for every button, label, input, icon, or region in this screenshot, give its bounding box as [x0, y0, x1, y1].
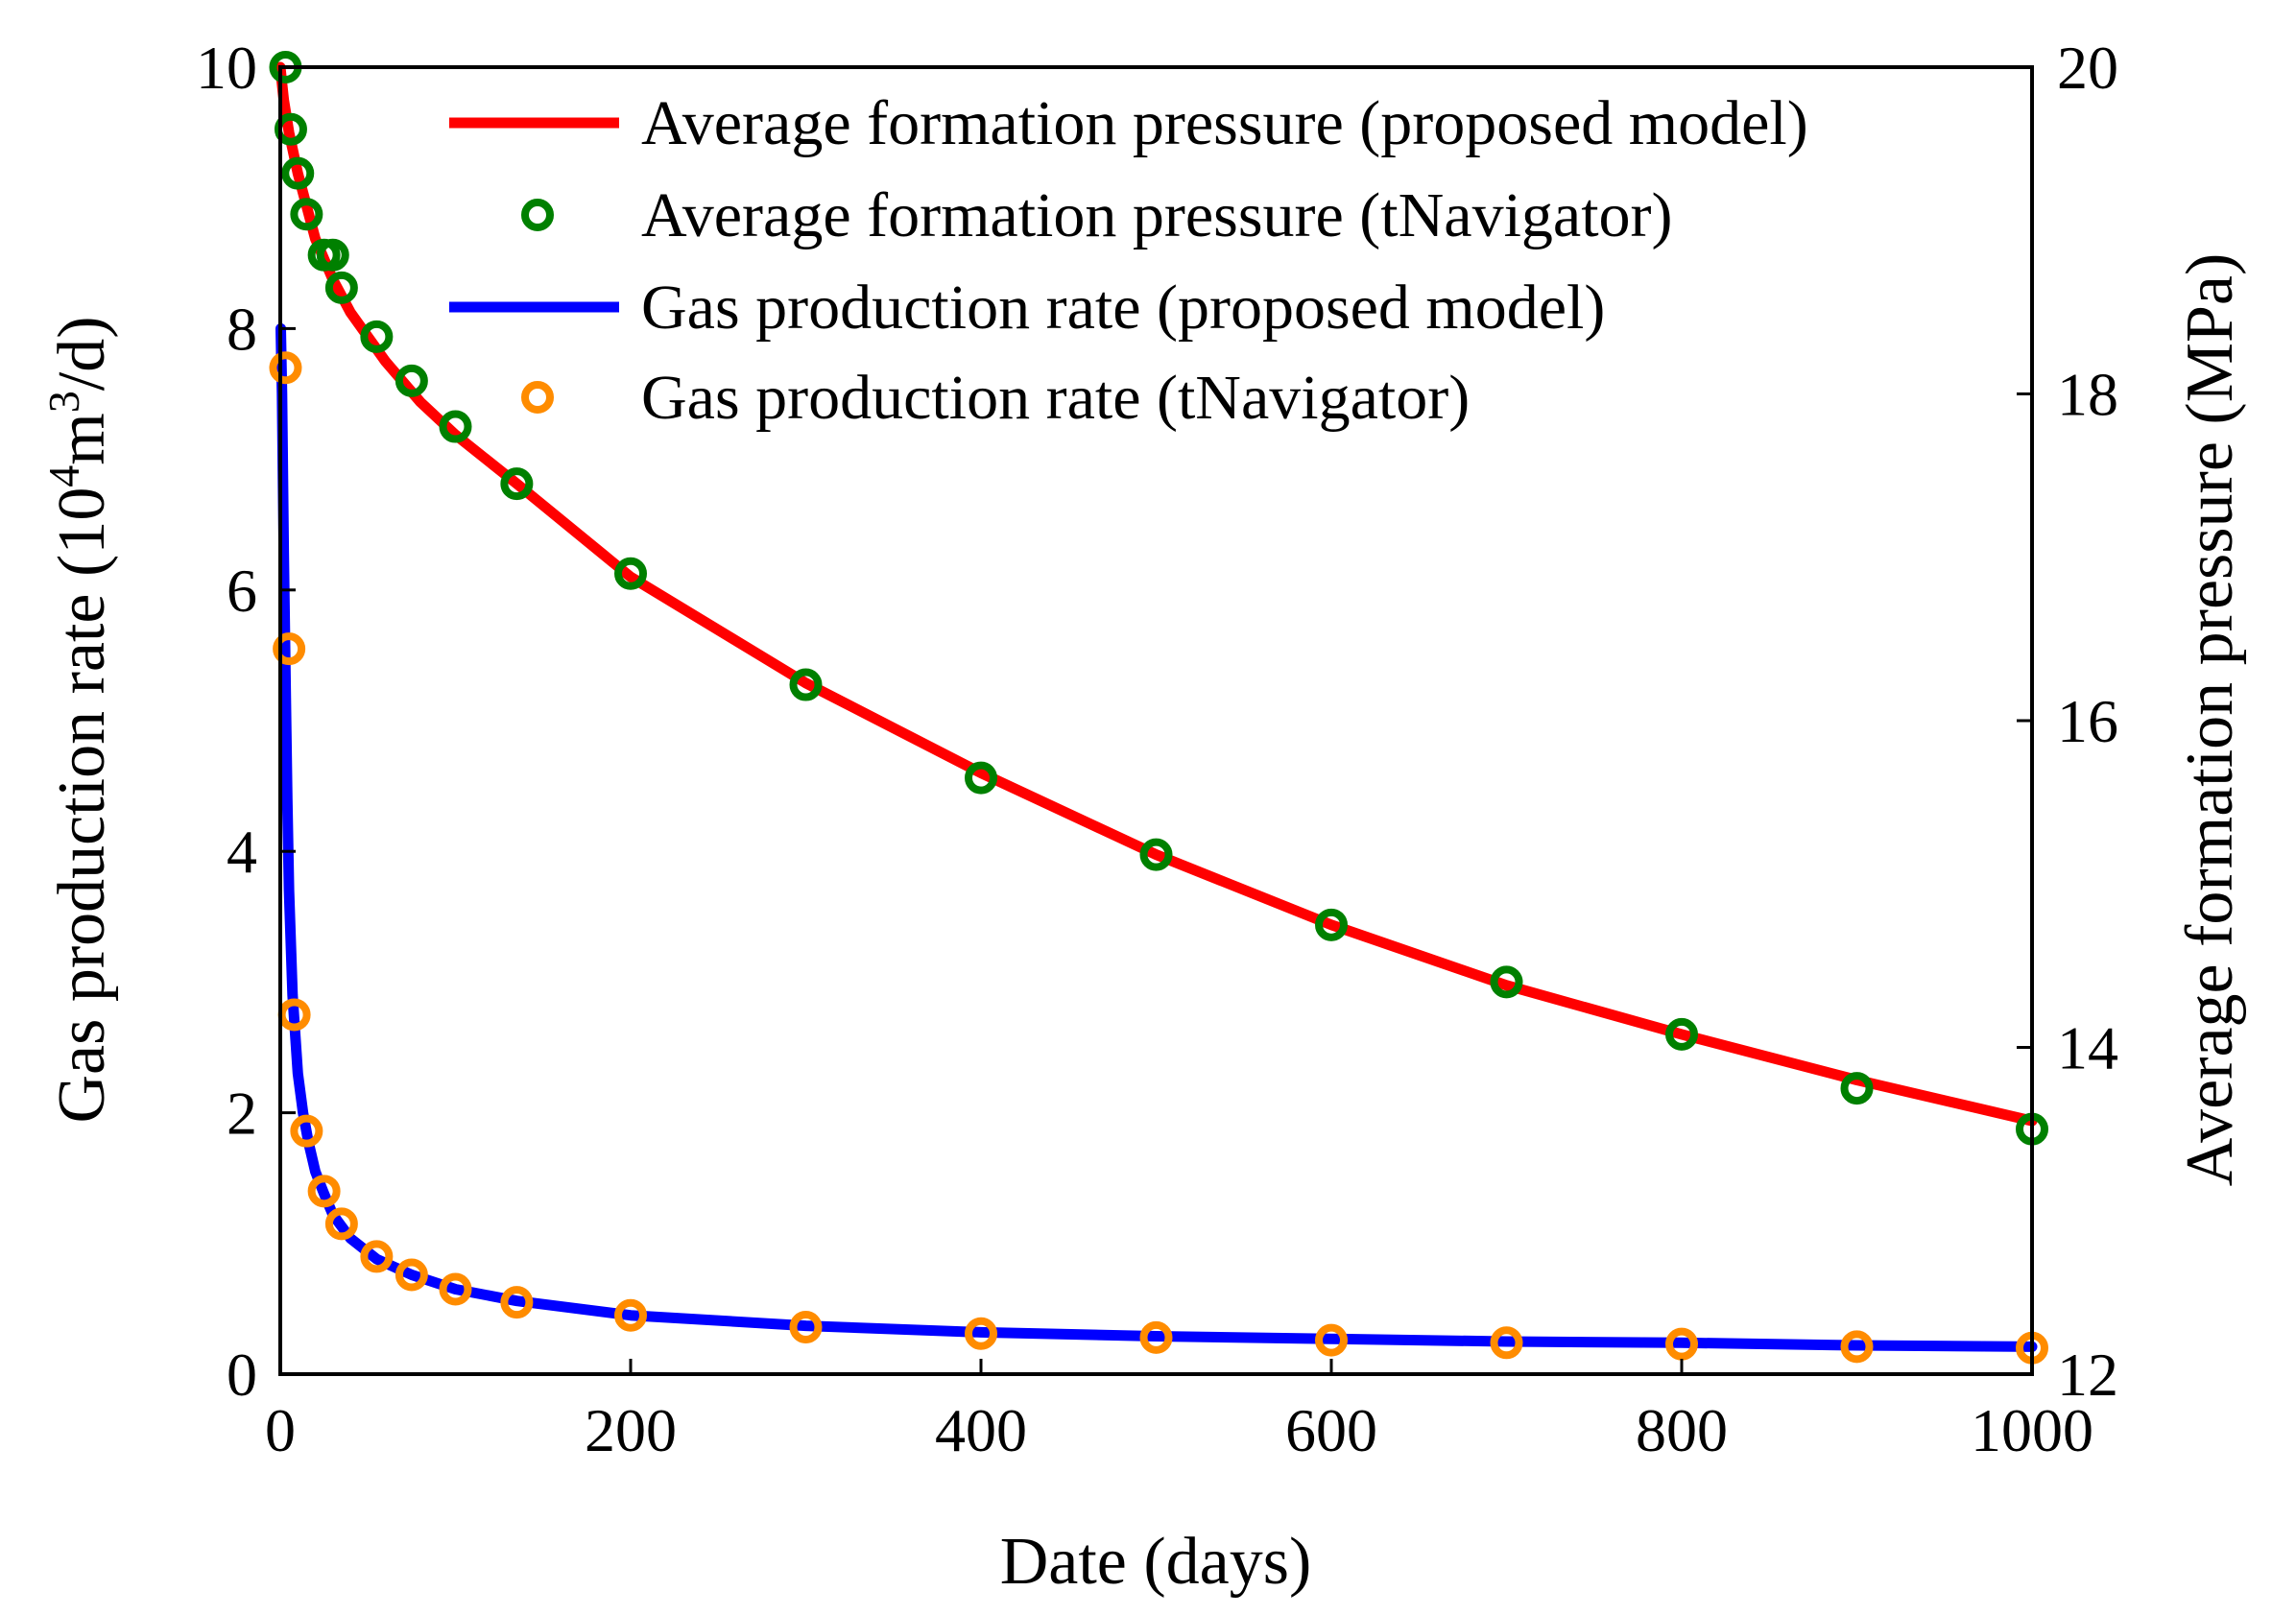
data-point [1315, 908, 1348, 941]
series-line [275, 322, 2038, 1352]
y-axis-left-title: Gas production rate (104m3/d) [39, 316, 119, 1123]
y-axis-right-title: Average formation pressure (MPa) [2173, 253, 2247, 1187]
y-left-tick-label: 4 [227, 818, 257, 886]
y-right-tick-label: 20 [2057, 34, 2118, 102]
y-left-title-sup1: 4 [39, 465, 88, 487]
data-point [1840, 1072, 1874, 1105]
y-right-tick-label: 12 [2057, 1341, 2118, 1409]
data-point [1139, 1320, 1173, 1354]
data-point [307, 1175, 341, 1208]
y-left-tick-label: 6 [227, 557, 257, 625]
data-point [290, 198, 323, 231]
data-point [1315, 1323, 1348, 1357]
y-left-tick-label: 8 [227, 295, 257, 363]
ticks-layer: 0 200 400 600 800 1000 0 2 4 6 8 10 12 14 16 18 20 [196, 34, 2118, 1464]
data-point [1490, 965, 1523, 999]
series-1 [269, 51, 2048, 1146]
x-tick-label: 600 [1285, 1396, 1377, 1464]
data-point [1139, 838, 1173, 871]
data-point [360, 320, 394, 353]
plot-frame [278, 65, 2034, 1376]
y-right-tick-label: 16 [2057, 687, 2118, 755]
legend-label: Average formation pressure (tNavigator) [641, 180, 1673, 250]
data-point [273, 632, 306, 666]
y-left-title-part1: Gas production rate (10 [45, 487, 119, 1124]
x-axis-title: Date (days) [1000, 1525, 1312, 1599]
data-point [614, 557, 647, 590]
data-point [324, 271, 358, 304]
x-tick-label: 400 [935, 1396, 1027, 1464]
data-point [395, 364, 428, 397]
data-point [274, 112, 307, 146]
y-right-tick-label: 18 [2057, 361, 2118, 429]
x-tick-label: 0 [265, 1396, 296, 1464]
x-tick-label: 200 [585, 1396, 677, 1464]
series-2 [275, 322, 2038, 1352]
data-point [269, 351, 302, 385]
y-left-tick-label: 0 [227, 1341, 257, 1409]
legend-label: Gas production rate (proposed model) [641, 273, 1605, 343]
y-left-title-sup2: 3 [39, 391, 88, 413]
legend-label: Average formation pressure (proposed mod… [641, 88, 1808, 158]
data-point [614, 1298, 647, 1332]
y-left-title-part2: m [45, 413, 119, 464]
data-point [316, 238, 349, 272]
data-point [965, 1317, 997, 1350]
x-tick-label: 800 [1636, 1396, 1728, 1464]
data-point [500, 467, 534, 501]
legend-marker-swatch [521, 199, 554, 231]
data-point [1490, 1326, 1523, 1360]
y-left-tick-label: 2 [227, 1080, 257, 1148]
data-point [789, 1310, 823, 1343]
y-left-tick-label: 10 [196, 34, 257, 102]
data-point [290, 1114, 323, 1148]
data-point [500, 1286, 534, 1319]
data-point [789, 668, 823, 701]
x-tick-label: 1000 [1971, 1396, 2093, 1464]
data-point [395, 1258, 428, 1292]
data-point [1665, 1327, 1698, 1361]
y-left-title-part3: /d) [45, 316, 119, 391]
legend-marker-swatch [521, 381, 554, 414]
data-point [1665, 1017, 1698, 1051]
legend-label: Gas production rate (tNavigator) [641, 363, 1470, 433]
data-point [281, 156, 315, 190]
y-right-tick-label: 14 [2057, 1014, 2118, 1082]
series-layer [269, 51, 2048, 1365]
data-point [360, 1240, 394, 1273]
legend: Average formation pressure (proposed mod… [449, 88, 1808, 433]
data-point [439, 1272, 472, 1306]
data-point [1840, 1330, 1874, 1364]
data-point [965, 761, 997, 795]
data-point [324, 1207, 358, 1241]
data-point [439, 410, 472, 443]
